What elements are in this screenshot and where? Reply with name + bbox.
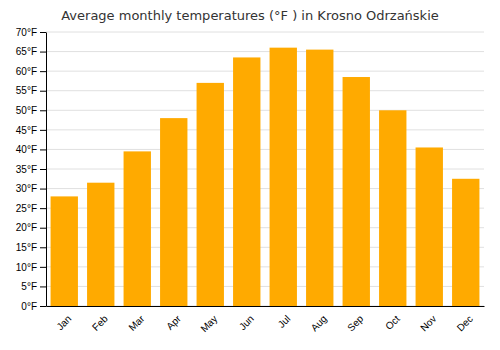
y-tick-mark [40,267,46,268]
bar [51,196,78,306]
y-tick: 5°F [21,281,46,292]
title: Average monthly temperatures (°F ) in Kr… [61,8,439,23]
grid [46,32,484,306]
x-tick-label: Sep [345,313,366,334]
x-tick: Aug [309,313,329,333]
y-tick-label: 60°F [16,66,37,77]
y-tick-mark [40,149,46,150]
y-tick-mark [40,110,46,111]
x-tick-label: Oct [383,313,402,332]
grid-line [46,32,484,33]
y-tick-mark [40,32,46,33]
y-tick-label: 65°F [16,46,37,57]
y-tick-label: 70°F [16,27,37,38]
x-tick-label: Dec [455,313,475,333]
x-tick-label: Aug [309,313,329,333]
x-tick: May [198,313,219,334]
bar [233,57,260,306]
y-tick: 40°F [16,144,46,155]
x-tick-label: Mar [126,313,146,333]
x-tick-label: Jul [276,313,293,330]
y-tick-label: 25°F [16,203,37,214]
y-tick-label: 45°F [16,125,37,136]
grid-line [46,129,484,130]
y-tick: 55°F [16,85,46,96]
y-tick-mark [40,52,46,53]
y-tick-label: 15°F [16,242,37,253]
chart: 0°F 5°F 10°F 15°F 20°F 25°F 30°F 35°F 40°F 45°F 50… [0,0,500,350]
y-tick-mark [40,228,46,229]
x-tick-label: Nov [418,313,438,333]
x-tick: Feb [90,313,110,333]
bars [51,48,480,306]
grid-line [46,110,484,111]
x-tick: Jan [54,313,73,332]
bar [379,110,406,306]
y-tick: 60°F [16,66,46,77]
x-axis-line [47,306,485,307]
y-tick: 50°F [16,105,46,116]
y-tick-label: 35°F [16,164,37,175]
y-tick-mark [40,130,46,131]
grid-line [46,71,484,72]
y-tick: 15°F [16,242,46,253]
y-tick: 0°F [21,301,46,312]
bar [160,118,187,306]
y-axis: 0°F 5°F 10°F 15°F 20°F 25°F 30°F 35°F 40°F 45°F 50… [16,27,47,312]
x-tick: Mar [126,313,146,333]
bar [416,147,443,306]
y-tick-mark [40,306,46,307]
bar [197,83,224,306]
y-tick: 45°F [16,125,46,136]
y-tick: 35°F [16,164,46,175]
grid-line [46,90,484,91]
x-tick: Nov [418,313,438,333]
y-tick-label: 5°F [21,281,37,292]
y-tick: 20°F [16,222,46,233]
x-tick: Dec [455,313,475,333]
y-tick-label: 40°F [16,144,37,155]
y-tick: 25°F [16,203,46,214]
y-tick-mark [40,247,46,248]
y-tick-mark [40,189,46,190]
y-tick-label: 50°F [16,105,37,116]
grid-line [46,51,484,52]
x-tick: Sep [345,313,366,334]
y-tick: 70°F [16,27,46,38]
bar [270,48,297,306]
x-tick-label: Apr [164,313,183,332]
y-tick-label: 55°F [16,85,37,96]
plot: 0°F 5°F 10°F 15°F 20°F 25°F 30°F 35°F 40°F 45°F 50… [16,27,485,335]
x-tick-label: Feb [90,313,110,333]
y-tick-mark [40,169,46,170]
y-tick-label: 30°F [16,183,37,194]
x-tick: Apr [164,313,183,332]
x-tick: Jun [237,313,256,332]
x-tick-label: Jan [54,313,73,332]
x-tick-label: Jun [237,313,256,332]
y-tick: 10°F [16,262,46,273]
bar [124,151,151,306]
x-tick: Jul [276,313,293,330]
y-axis-line [46,33,47,307]
y-tick-label: 0°F [21,301,37,312]
bar [306,50,333,306]
y-tick-mark [40,208,46,209]
x-axis: Jan Feb Mar Apr May Jun Jul Aug Sep Oct Nov Dec [47,307,485,335]
y-tick-label: 20°F [16,222,37,233]
y-tick-mark [40,286,46,287]
bar [343,77,370,306]
y-tick: 30°F [16,183,46,194]
x-tick-label: May [198,313,219,334]
bar [452,179,479,306]
y-tick-label: 10°F [16,262,37,273]
y-tick-mark [40,91,46,92]
bar [87,183,114,306]
y-tick-mark [40,71,46,72]
x-tick: Oct [383,313,402,332]
y-tick: 65°F [16,46,46,57]
